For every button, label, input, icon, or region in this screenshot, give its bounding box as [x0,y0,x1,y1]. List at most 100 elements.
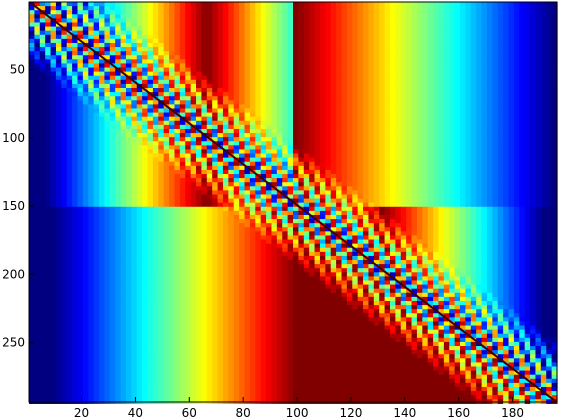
heatmap-cell [158,22,165,28]
heatmap-cell [190,202,197,208]
heatmap-cell [546,59,553,65]
heatmap-cell [88,165,95,171]
heatmap-cell [158,79,165,85]
heatmap-cell [120,30,127,36]
heatmap-cell [395,14,402,19]
heatmap-cell [373,153,380,159]
heatmap-cell [50,161,57,167]
heatmap-cell [497,124,504,130]
heatmap-cell [363,145,370,151]
heatmap-cell [82,153,89,159]
heatmap-cell [104,169,111,175]
heatmap-cell [217,14,224,19]
heatmap-cell [551,51,558,56]
heatmap-cell [125,145,132,151]
heatmap-cell [519,133,526,138]
heatmap-cell [551,22,558,28]
heatmap-cell [29,79,35,85]
heatmap-cell [45,79,52,85]
heatmap-cell [190,51,197,56]
heatmap-cell [433,206,440,212]
heatmap-cell [276,88,283,93]
heatmap-cell [34,128,41,134]
heatmap-cell [115,55,122,60]
heatmap-cell [508,178,515,183]
heatmap-cell [276,38,283,44]
heatmap-cell [465,79,472,85]
heatmap-cell [519,30,526,36]
heatmap-cell [244,104,251,110]
heatmap-cell [55,83,62,89]
heatmap-cell [39,63,46,69]
heatmap-cell [497,75,504,81]
heatmap-cell [29,153,35,159]
heatmap-cell [29,145,35,151]
heatmap-cell [454,92,461,97]
heatmap-cell [368,14,375,19]
heatmap-cell [433,190,440,196]
heatmap-cell [190,47,197,52]
heatmap-cell [109,34,116,40]
heatmap-cell [82,124,89,130]
heatmap-cell [406,153,413,159]
heatmap-cell [406,202,413,208]
heatmap-cell [34,71,41,77]
heatmap-cell [411,124,418,130]
heatmap-cell [481,194,488,200]
heatmap-cell [201,124,208,130]
heatmap-cell [411,96,418,101]
heatmap-cell [427,141,434,146]
heatmap-cell [422,88,429,93]
heatmap-cell [357,100,364,105]
heatmap-cell [201,51,208,56]
heatmap-cell [255,186,262,191]
heatmap-cell [416,149,423,155]
heatmap-cell [120,38,127,44]
heatmap-cell [503,88,510,93]
heatmap-cell [34,141,41,146]
heatmap-cell [508,22,515,28]
heatmap-cell [239,157,246,163]
heatmap-cell [115,18,122,24]
heatmap-cell [341,194,348,200]
heatmap-cell [427,104,434,110]
heatmap-cell [460,22,467,28]
heatmap-cell [50,30,57,36]
heatmap-cell [438,120,445,126]
heatmap-cell [266,67,273,73]
heatmap-cell [476,128,483,134]
heatmap-cell [411,38,418,44]
heatmap-cell [433,149,440,155]
heatmap-cell [427,38,434,44]
heatmap-cell [217,34,224,40]
heatmap-cell [508,34,515,40]
heatmap-cell [39,92,46,97]
heatmap-cell [152,141,159,146]
heatmap-cell [77,88,84,93]
heatmap-cell [169,71,176,77]
heatmap-cell [519,104,526,110]
heatmap-cell [298,141,305,146]
heatmap-cell [244,67,251,73]
heatmap-cell [271,2,278,7]
heatmap-cell [357,47,364,52]
heatmap-cell [368,96,375,101]
heatmap-cell [55,38,62,44]
heatmap-cell [309,88,316,93]
heatmap-cell [120,178,127,183]
heatmap-cell [346,157,353,163]
heatmap-cell [293,47,299,52]
heatmap-cell [540,206,547,212]
heatmap-cell [524,124,531,130]
heatmap-cell [336,75,343,81]
heatmap-cell [158,161,165,167]
heatmap-cell [228,178,235,183]
heatmap-cell [513,18,520,24]
heatmap-cell [411,100,418,105]
heatmap-cell [222,120,229,126]
heatmap-cell [34,190,41,196]
heatmap-cell [93,141,100,146]
heatmap-cell [438,22,445,28]
heatmap-cell [443,100,450,105]
heatmap-cell [271,178,278,183]
